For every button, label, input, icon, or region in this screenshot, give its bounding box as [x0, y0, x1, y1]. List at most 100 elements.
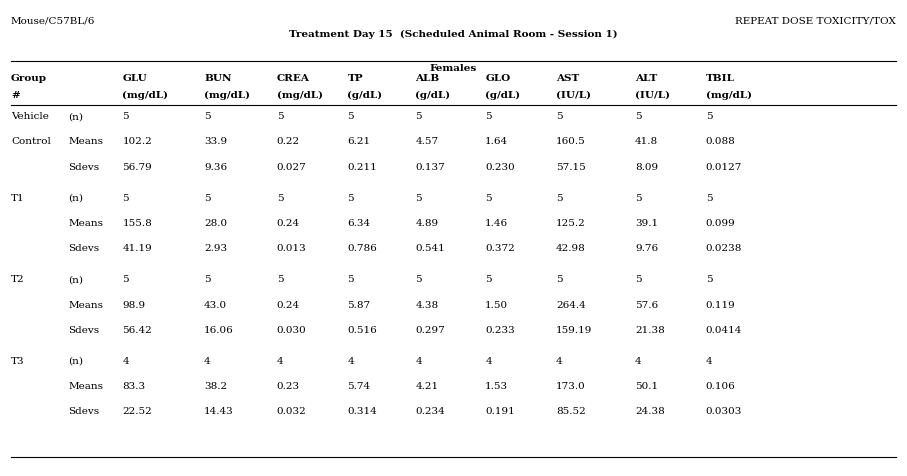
Text: 6.21: 6.21	[347, 137, 370, 146]
Text: 0.297: 0.297	[415, 325, 445, 334]
Text: 1.53: 1.53	[485, 381, 508, 390]
Text: 0.372: 0.372	[485, 244, 515, 253]
Text: (n): (n)	[68, 193, 83, 202]
Text: (mg/dL): (mg/dL)	[277, 90, 323, 99]
Text: 0.0303: 0.0303	[706, 407, 742, 416]
Text: 57.6: 57.6	[635, 300, 658, 309]
Text: 1.46: 1.46	[485, 218, 508, 228]
Text: (n): (n)	[68, 275, 83, 284]
Text: 0.0414: 0.0414	[706, 325, 742, 334]
Text: (mg/dL): (mg/dL)	[204, 90, 250, 99]
Text: Sdevs: Sdevs	[68, 407, 99, 416]
Text: Sdevs: Sdevs	[68, 244, 99, 253]
Text: 42.98: 42.98	[556, 244, 586, 253]
Text: 5: 5	[635, 275, 641, 284]
Text: 5: 5	[277, 112, 283, 121]
Text: 0.786: 0.786	[347, 244, 377, 253]
Text: 0.230: 0.230	[485, 162, 515, 171]
Text: 4: 4	[277, 356, 283, 365]
Text: 0.137: 0.137	[415, 162, 445, 171]
Text: 4: 4	[204, 356, 210, 365]
Text: TP: TP	[347, 74, 363, 83]
Text: 0.088: 0.088	[706, 137, 736, 146]
Text: (n): (n)	[68, 356, 83, 365]
Text: 5: 5	[204, 275, 210, 284]
Text: 5: 5	[635, 193, 641, 202]
Text: 24.38: 24.38	[635, 407, 665, 416]
Text: (g/dL): (g/dL)	[415, 90, 451, 99]
Text: 0.0238: 0.0238	[706, 244, 742, 253]
Text: 160.5: 160.5	[556, 137, 586, 146]
Text: 0.032: 0.032	[277, 407, 307, 416]
Text: 0.234: 0.234	[415, 407, 445, 416]
Text: 0.030: 0.030	[277, 325, 307, 334]
Text: Females: Females	[430, 64, 477, 73]
Text: (IU/L): (IU/L)	[556, 90, 591, 99]
Text: 41.19: 41.19	[122, 244, 152, 253]
Text: Mouse/C57BL/6: Mouse/C57BL/6	[11, 17, 95, 26]
Text: 4: 4	[122, 356, 129, 365]
Text: 0.23: 0.23	[277, 381, 299, 390]
Text: 5: 5	[485, 275, 492, 284]
Text: 264.4: 264.4	[556, 300, 586, 309]
Text: Treatment Day 15  (Scheduled Animal Room - Session 1): Treatment Day 15 (Scheduled Animal Room …	[289, 30, 618, 39]
Text: 4: 4	[485, 356, 492, 365]
Text: 9.36: 9.36	[204, 162, 227, 171]
Text: 57.15: 57.15	[556, 162, 586, 171]
Text: 5: 5	[415, 193, 422, 202]
Text: 5: 5	[277, 275, 283, 284]
Text: 5: 5	[556, 193, 562, 202]
Text: 0.233: 0.233	[485, 325, 515, 334]
Text: 4: 4	[706, 356, 712, 365]
Text: 4: 4	[635, 356, 641, 365]
Text: 5: 5	[706, 275, 712, 284]
Text: Vehicle: Vehicle	[11, 112, 49, 121]
Text: 56.79: 56.79	[122, 162, 152, 171]
Text: 1.50: 1.50	[485, 300, 508, 309]
Text: 56.42: 56.42	[122, 325, 152, 334]
Text: 5: 5	[347, 112, 354, 121]
Text: TBIL: TBIL	[706, 74, 735, 83]
Text: 5: 5	[635, 112, 641, 121]
Text: 5: 5	[485, 193, 492, 202]
Text: T3: T3	[11, 356, 24, 365]
Text: 5: 5	[556, 275, 562, 284]
Text: 5: 5	[415, 112, 422, 121]
Text: 39.1: 39.1	[635, 218, 658, 228]
Text: Means: Means	[68, 218, 103, 228]
Text: Sdevs: Sdevs	[68, 162, 99, 171]
Text: 22.52: 22.52	[122, 407, 152, 416]
Text: 155.8: 155.8	[122, 218, 152, 228]
Text: 5: 5	[277, 193, 283, 202]
Text: 0.314: 0.314	[347, 407, 377, 416]
Text: 4: 4	[556, 356, 562, 365]
Text: 5: 5	[122, 193, 129, 202]
Text: 0.22: 0.22	[277, 137, 299, 146]
Text: T2: T2	[11, 275, 24, 284]
Text: 5.74: 5.74	[347, 381, 370, 390]
Text: 5: 5	[347, 193, 354, 202]
Text: (g/dL): (g/dL)	[347, 90, 383, 99]
Text: 0.211: 0.211	[347, 162, 377, 171]
Text: GLO: GLO	[485, 74, 511, 83]
Text: AST: AST	[556, 74, 580, 83]
Text: BUN: BUN	[204, 74, 231, 83]
Text: 102.2: 102.2	[122, 137, 152, 146]
Text: 5: 5	[122, 275, 129, 284]
Text: 5: 5	[204, 112, 210, 121]
Text: 0.119: 0.119	[706, 300, 736, 309]
Text: 0.24: 0.24	[277, 300, 299, 309]
Text: Group: Group	[11, 74, 47, 83]
Text: 14.43: 14.43	[204, 407, 234, 416]
Text: 41.8: 41.8	[635, 137, 658, 146]
Text: 5: 5	[485, 112, 492, 121]
Text: 38.2: 38.2	[204, 381, 227, 390]
Text: Means: Means	[68, 381, 103, 390]
Text: Means: Means	[68, 300, 103, 309]
Text: 4: 4	[347, 356, 354, 365]
Text: 6.34: 6.34	[347, 218, 370, 228]
Text: 5: 5	[122, 112, 129, 121]
Text: 4.89: 4.89	[415, 218, 438, 228]
Text: 5: 5	[415, 275, 422, 284]
Text: 43.0: 43.0	[204, 300, 227, 309]
